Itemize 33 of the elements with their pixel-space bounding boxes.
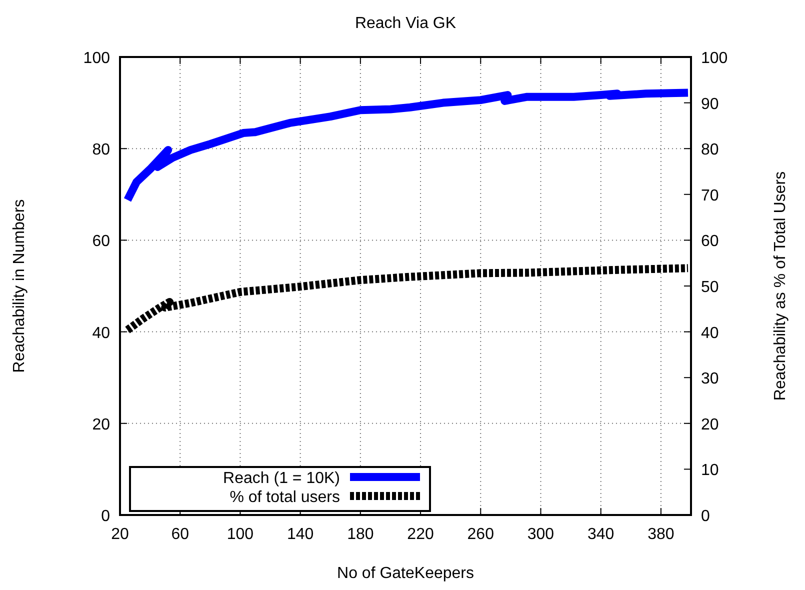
- x-tick-label: 220: [407, 526, 434, 543]
- y-tick-label: 60: [92, 233, 110, 250]
- y2-tick-label: 60: [701, 233, 719, 250]
- y2-tick-label: 40: [701, 324, 719, 342]
- y-tick-label: 100: [83, 50, 110, 67]
- legend-label: % of total users: [230, 489, 340, 506]
- y2-tick-label: 30: [701, 370, 719, 388]
- y2-tick-label: 80: [701, 142, 719, 159]
- y2-axis-title: Reachability as % of Total Users: [772, 171, 789, 401]
- y2-tick-label: 20: [701, 416, 719, 434]
- y2-tick-label: 0: [701, 508, 710, 525]
- y2-tick-label: 100: [701, 50, 728, 67]
- y2-tick-label: 70: [701, 187, 719, 204]
- x-tick-label: 340: [587, 526, 614, 543]
- y-tick-label: 0: [101, 508, 110, 525]
- x-tick-label: 140: [286, 526, 314, 543]
- x-axis-title: No of GateKeepers: [337, 565, 474, 582]
- y2-tick-label: 90: [701, 96, 719, 113]
- x-tick-label: 20: [111, 526, 129, 543]
- x-tick-label: 60: [171, 526, 190, 543]
- y2-tick-label: 10: [701, 462, 719, 480]
- y-tick-label: 40: [92, 324, 110, 342]
- y-tick-label: 20: [92, 416, 110, 434]
- x-tick-label: 380: [648, 526, 674, 543]
- y-tick-label: 80: [92, 142, 110, 159]
- legend-label: Reach (1 = 10K): [223, 470, 340, 487]
- y2-tick-label: 50: [701, 279, 719, 296]
- x-tick-label: 180: [347, 526, 374, 543]
- chart-title: Reach Via GK: [354, 15, 456, 32]
- y-axis-title: Reachability in Numbers: [11, 199, 28, 373]
- x-tick-label: 260: [467, 526, 494, 543]
- x-tick-label: 300: [527, 526, 554, 543]
- x-tick-label: 100: [226, 526, 254, 543]
